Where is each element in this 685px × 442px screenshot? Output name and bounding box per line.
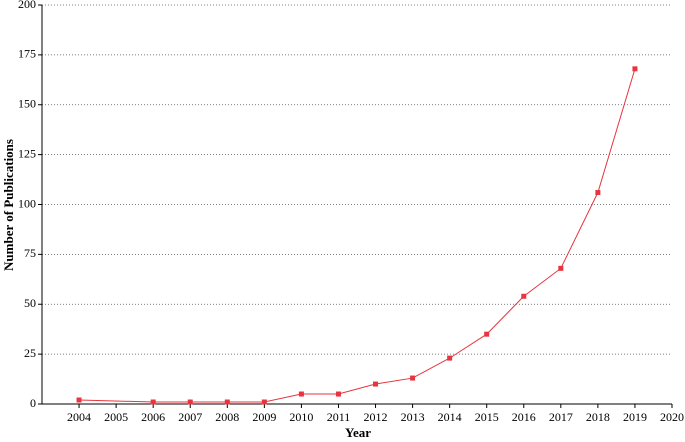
x-axis-label: Year [345,425,371,440]
x-tick-label: 2004 [67,410,91,424]
x-tick-label: 2010 [289,410,313,424]
data-point [410,375,416,381]
data-point [632,66,638,72]
y-tick-label: 75 [24,246,36,260]
data-point [187,399,193,405]
data-point [261,399,267,405]
y-tick-label: 25 [24,346,36,360]
x-tick-label: 2015 [475,410,499,424]
y-tick-label: 200 [18,0,36,11]
data-point [595,190,601,196]
data-point [150,399,156,405]
x-tick-label: 2019 [623,410,647,424]
x-tick-label: 2011 [327,410,351,424]
x-tick-label: 2005 [104,410,128,424]
x-tick-label: 2016 [512,410,536,424]
x-tick-label: 2017 [549,410,573,424]
y-tick-label: 100 [18,196,36,210]
data-point [484,331,490,337]
y-tick-label: 175 [18,47,36,61]
y-axis-label: Number of Publications [1,139,16,271]
data-point [558,265,564,271]
x-tick-label: 2009 [252,410,276,424]
x-tick-label: 2007 [178,410,202,424]
data-point [521,293,527,299]
x-tick-label: 2013 [401,410,425,424]
x-tick-label: 2008 [215,410,239,424]
data-point [373,381,379,387]
data-point [76,397,82,403]
x-tick-label: 2014 [438,410,462,424]
data-point [224,399,230,405]
x-tick-label: 2006 [141,410,165,424]
x-tick-label: 2020 [660,410,684,424]
y-tick-label: 125 [18,146,36,160]
y-tick-label: 150 [18,97,36,111]
x-tick-label: 2012 [364,410,388,424]
data-point [298,391,304,397]
y-tick-label: 50 [24,296,36,310]
x-tick-label: 2018 [586,410,610,424]
data-point [335,391,341,397]
data-line [79,68,636,403]
y-tick-label: 0 [30,396,36,410]
data-point [447,355,453,361]
